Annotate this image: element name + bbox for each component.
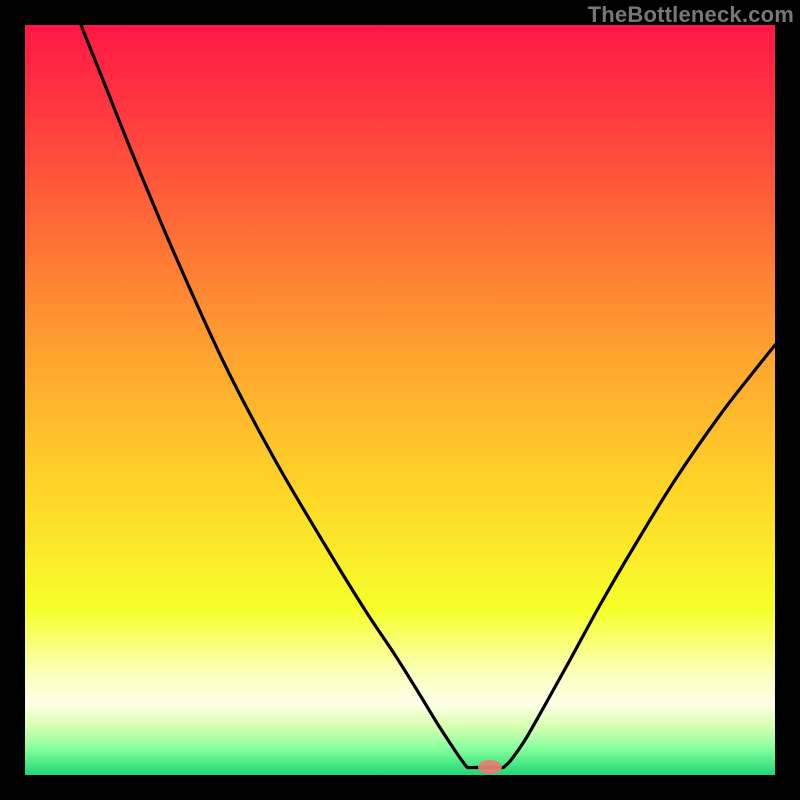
chart-frame: TheBottleneck.com [0,0,800,800]
chart-svg [25,25,775,775]
bottleneck-chart [25,25,775,775]
optimum-marker [478,760,502,774]
